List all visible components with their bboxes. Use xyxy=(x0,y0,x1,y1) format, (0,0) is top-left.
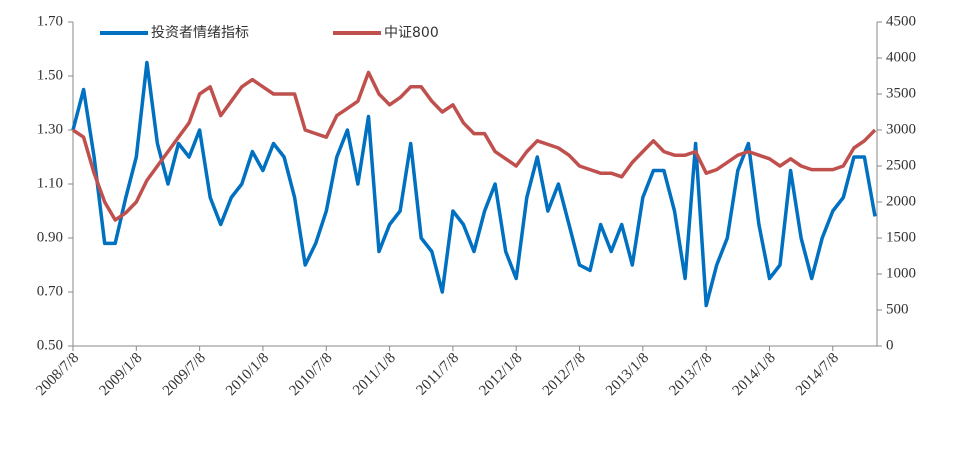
series-line xyxy=(72,70,877,222)
y-tick-label: 0.90 xyxy=(37,229,63,245)
y-tick-label: 0.50 xyxy=(37,337,63,353)
x-tick-label: 2012/1/8 xyxy=(476,350,525,399)
legend-label: 中证800 xyxy=(384,25,439,41)
y2-tick-label: 4000 xyxy=(886,49,916,65)
x-tick-label: 2012/7/8 xyxy=(540,350,589,399)
x-tick-label: 2008/7/8 xyxy=(33,350,82,399)
x-tick-label: 2014/1/8 xyxy=(730,350,779,399)
y-tick-label: 1.30 xyxy=(37,121,63,137)
series-line xyxy=(71,60,877,308)
y2-tick-label: 0 xyxy=(886,337,894,353)
legend-label: 投资者情绪指标 xyxy=(151,25,249,41)
y2-tick-label: 1000 xyxy=(886,265,916,281)
y-tick-label: 1.10 xyxy=(37,175,63,191)
y2-tick-label: 2000 xyxy=(886,193,916,209)
x-tick-label: 2014/7/8 xyxy=(793,350,842,399)
x-tick-label: 2011/7/8 xyxy=(414,350,463,399)
y-tick-label: 0.70 xyxy=(37,283,63,299)
x-tick-label: 2013/1/8 xyxy=(603,350,652,399)
y2-tick-label: 4500 xyxy=(886,13,916,29)
y-tick-label: 1.50 xyxy=(37,67,63,83)
x-tick-label: 2010/7/8 xyxy=(286,350,335,399)
y2-tick-label: 3500 xyxy=(886,85,916,101)
y2-tick-label: 3000 xyxy=(886,121,916,137)
y2-tick-label: 2500 xyxy=(886,157,916,173)
x-tick-label: 2011/1/8 xyxy=(350,350,399,399)
x-tick-label: 2010/1/8 xyxy=(223,350,272,399)
y2-tick-label: 500 xyxy=(886,301,909,317)
y-tick-label: 1.70 xyxy=(37,13,63,29)
x-tick-label: 2009/1/8 xyxy=(97,350,146,399)
x-tick-label: 2009/7/8 xyxy=(160,350,209,399)
x-tick-label: 2013/7/8 xyxy=(666,350,715,399)
y2-tick-label: 1500 xyxy=(886,229,916,245)
